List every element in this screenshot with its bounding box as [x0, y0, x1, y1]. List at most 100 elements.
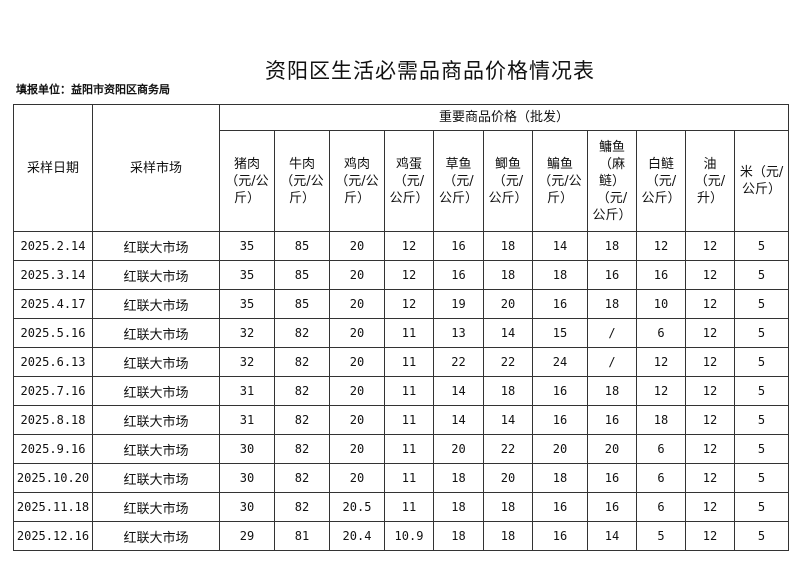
cell-price: 5	[733, 434, 790, 464]
cell-price: 18	[483, 521, 533, 551]
cell-price: 12	[636, 231, 686, 261]
header-item: 鸡蛋（元/公斤）	[384, 130, 434, 232]
cell-market: 红联大市场	[92, 405, 220, 435]
cell-price: 82	[274, 492, 330, 522]
cell-market: 红联大市场	[92, 492, 220, 522]
cell-date: 2025.7.16	[13, 376, 93, 406]
cell-price: 16	[532, 492, 588, 522]
cell-date: 2025.8.18	[13, 405, 93, 435]
cell-price: 12	[685, 405, 735, 435]
cell-price: 12	[685, 318, 735, 348]
cell-price: 82	[274, 463, 330, 493]
cell-price: 11	[384, 492, 434, 522]
cell-price: 16	[532, 521, 588, 551]
cell-price: 6	[636, 318, 686, 348]
cell-price: 18	[587, 231, 637, 261]
cell-price: 14	[433, 376, 484, 406]
cell-market: 红联大市场	[92, 231, 220, 261]
cell-price: 14	[483, 318, 533, 348]
cell-price: 18	[636, 405, 686, 435]
cell-date: 2025.2.14	[13, 231, 93, 261]
cell-price: 18	[587, 376, 637, 406]
cell-price: 16	[587, 492, 637, 522]
table-row: 2025.6.13 红联大市场 32 82 20 11 22 22 24/12 12 5	[13, 347, 790, 377]
cell-market: 红联大市场	[92, 434, 220, 464]
cell-price: 20	[329, 289, 385, 319]
cell-price: 32	[219, 347, 275, 377]
cell-price: 31	[219, 376, 275, 406]
cell-price: 16	[636, 260, 686, 290]
cell-price: 35	[219, 289, 275, 319]
header-group: 重要商品价格（批发）	[218, 104, 790, 131]
cell-price: 85	[274, 260, 330, 290]
cell-price: 82	[274, 318, 330, 348]
cell-price: 30	[219, 434, 275, 464]
cell-price: 12	[685, 231, 735, 261]
cell-price: 29	[219, 521, 275, 551]
cell-price: 12	[685, 521, 735, 551]
cell-price: 82	[274, 434, 330, 464]
cell-price: 12	[384, 289, 434, 319]
header-item: 白鲢（元/公斤）	[636, 130, 686, 232]
table-row: 2025.7.16 红联大市场 31 82 20 11 14 18 16 18 12 12 5	[13, 376, 790, 406]
cell-price: 12	[685, 376, 735, 406]
cell-price: 12	[685, 260, 735, 290]
table-row: 2025.9.16 红联大市场 30 82 20 11 20 22 20 20 6 12 5	[13, 434, 790, 464]
cell-price: 5	[733, 318, 790, 348]
header-item: 鳙鱼（麻鲢）（元/公斤）	[587, 130, 637, 232]
cell-price: 20	[329, 405, 385, 435]
cell-price: 14	[587, 521, 637, 551]
header-item: 鳊鱼（元/公斤）	[532, 130, 588, 232]
cell-price: 20	[483, 463, 533, 493]
header-item: 鲫鱼（元/公斤）	[483, 130, 533, 232]
cell-date: 2025.3.14	[13, 260, 93, 290]
cell-price: 20	[329, 347, 385, 377]
cell-price: 35	[219, 231, 275, 261]
cell-price: 35	[219, 260, 275, 290]
cell-price: /	[587, 318, 637, 348]
cell-price: 22	[483, 347, 533, 377]
cell-price: 5	[733, 347, 790, 377]
cell-price: 85	[274, 289, 330, 319]
cell-price: 32	[219, 318, 275, 348]
cell-price: 11	[384, 405, 434, 435]
table-row: 2025.8.18 红联大市场 31 82 20 11 14 14 16 16 18 12 5	[13, 405, 790, 435]
cell-date: 2025.12.16	[13, 521, 93, 551]
cell-market: 红联大市场	[92, 521, 220, 551]
cell-date: 2025.6.13	[13, 347, 93, 377]
table-row: 2025.5.16 红联大市场 32 82 20 11 13 14 15/6 12 5	[13, 318, 790, 348]
cell-price: 20	[329, 318, 385, 348]
cell-price: 16	[587, 405, 637, 435]
table-row: 2025.2.14 红联大市场 35 85 20 12 16 18 14 18 12 12 5	[13, 231, 790, 261]
cell-price: 12	[384, 260, 434, 290]
cell-price: 12	[685, 289, 735, 319]
cell-price: 5	[733, 492, 790, 522]
cell-price: 5	[733, 260, 790, 290]
cell-price: 22	[483, 434, 533, 464]
cell-price: 12	[685, 463, 735, 493]
cell-price: 31	[219, 405, 275, 435]
cell-price: 82	[274, 347, 330, 377]
cell-price: 6	[636, 434, 686, 464]
cell-price: 18	[483, 260, 533, 290]
cell-price: 22	[433, 347, 484, 377]
cell-price: 24	[532, 347, 588, 377]
cell-price: 5	[733, 405, 790, 435]
cell-price: 11	[384, 376, 434, 406]
cell-market: 红联大市场	[92, 463, 220, 493]
cell-price: 20	[329, 463, 385, 493]
cell-price: 18	[483, 492, 533, 522]
table-row: 2025.11.18 红联大市场 30 82 20.5 11 18 18 16 16 6 12 5	[13, 492, 790, 522]
cell-price: 18	[587, 289, 637, 319]
cell-price: 18	[483, 231, 533, 261]
cell-price: 15	[532, 318, 588, 348]
header-item: 鸡肉（元/公斤）	[329, 130, 385, 232]
price-table: 采样日期 采样市场 重要商品价格（批发） 猪肉（元/公斤） 牛肉（元/公斤） 鸡肉（…	[13, 104, 790, 551]
cell-price: 18	[433, 492, 484, 522]
cell-price: 85	[274, 231, 330, 261]
cell-price: 10.9	[384, 521, 434, 551]
cell-market: 红联大市场	[92, 260, 220, 290]
cell-price: 16	[532, 405, 588, 435]
header-market: 采样市场	[92, 104, 220, 232]
cell-price: 11	[384, 318, 434, 348]
